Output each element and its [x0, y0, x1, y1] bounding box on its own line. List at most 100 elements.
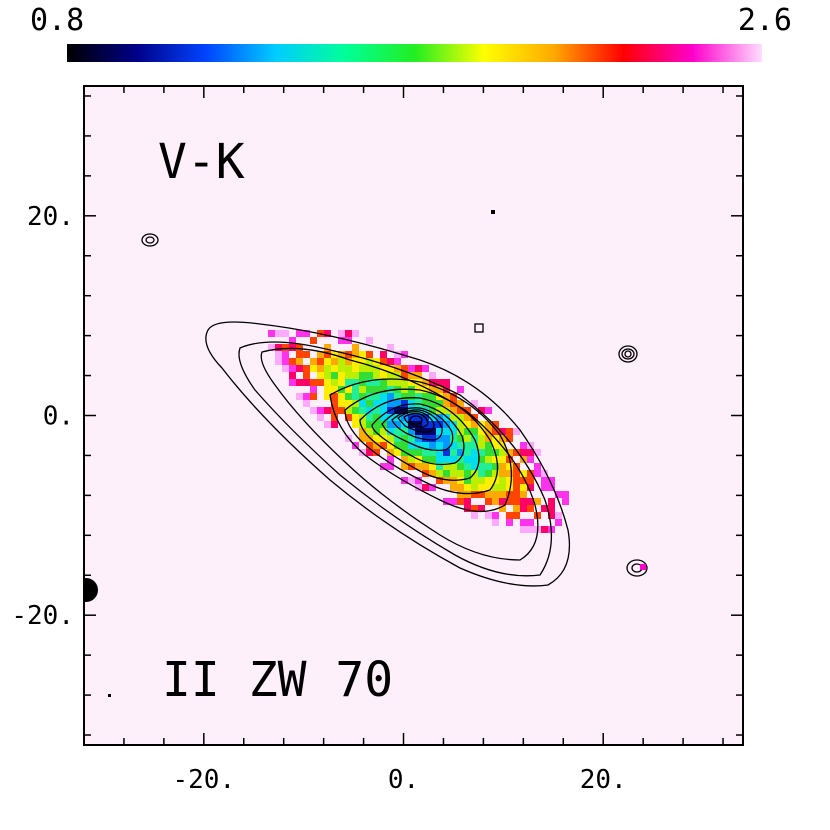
- tick-marks: [83, 86, 743, 745]
- color-pixel: [380, 365, 387, 372]
- color-pixel: [471, 421, 478, 428]
- color-pixel: [471, 491, 478, 498]
- color-pixel: [324, 358, 331, 365]
- color-pixel: [485, 484, 492, 491]
- color-pixel: [324, 379, 331, 386]
- color-pixel: [324, 372, 331, 379]
- color-pixel: [352, 386, 359, 393]
- color-pixel: [422, 456, 429, 463]
- color-pixel: [436, 400, 443, 407]
- color-pixel: [450, 442, 457, 449]
- color-pixel: [415, 442, 422, 449]
- color-pixel: [366, 428, 373, 435]
- color-pixel: [415, 484, 422, 491]
- color-pixel: [401, 456, 408, 463]
- color-pixel: [436, 379, 443, 386]
- color-pixel: [303, 400, 310, 407]
- color-pixel: [331, 407, 338, 414]
- color-pixel: [485, 442, 492, 449]
- color-pixel: [436, 386, 443, 393]
- color-pixel: [464, 477, 471, 484]
- color-pixel: [387, 463, 394, 470]
- color-pixel: [387, 372, 394, 379]
- color-pixel: [296, 393, 303, 400]
- color-pixel: [506, 435, 513, 442]
- point-sources: [84, 210, 646, 697]
- color-pixel: [345, 379, 352, 386]
- color-pixel: [471, 400, 478, 407]
- color-pixel: [499, 491, 506, 498]
- color-pixel: [345, 330, 352, 337]
- colorbar: 0.8 2.6: [30, 3, 792, 62]
- color-pixel: [373, 414, 380, 421]
- color-pixel: [443, 435, 450, 442]
- color-pixel: [303, 379, 310, 386]
- color-pixel: [366, 365, 373, 372]
- color-pixel: [443, 428, 450, 435]
- color-pixel: [415, 463, 422, 470]
- color-pixel: [394, 400, 401, 407]
- color-pixel: [289, 379, 296, 386]
- color-pixel: [324, 344, 331, 351]
- color-pixel: [422, 484, 429, 491]
- color-pixel: [338, 330, 345, 337]
- color-pixel: [352, 372, 359, 379]
- color-pixel: [366, 421, 373, 428]
- tiny-source: [108, 694, 111, 697]
- color-pixel: [478, 407, 485, 414]
- color-pixel: [485, 456, 492, 463]
- color-pixel: [464, 435, 471, 442]
- color-pixel: [520, 519, 527, 526]
- color-pixel: [443, 449, 450, 456]
- color-pixel: [282, 351, 289, 358]
- color-pixel: [527, 449, 534, 456]
- color-pixel: [408, 365, 415, 372]
- color-pixel: [331, 421, 338, 428]
- color-pixel: [310, 407, 317, 414]
- color-pixel: [296, 351, 303, 358]
- color-pixel: [310, 386, 317, 393]
- color-pixel: [450, 414, 457, 421]
- color-pixel: [513, 512, 520, 519]
- color-pixel: [422, 407, 429, 414]
- color-pixel: [338, 393, 345, 400]
- color-pixel: [450, 428, 457, 435]
- color-pixel: [562, 491, 569, 498]
- color-pixel: [527, 519, 534, 526]
- color-pixel: [394, 351, 401, 358]
- color-pixel: [324, 386, 331, 393]
- color-pixel: [443, 456, 450, 463]
- color-pixel: [527, 505, 534, 512]
- color-pixel: [506, 484, 513, 491]
- color-pixel: [492, 421, 499, 428]
- color-pixel: [562, 498, 569, 505]
- color-pixel: [352, 330, 359, 337]
- color-pixel: [471, 442, 478, 449]
- color-pixel: [366, 435, 373, 442]
- color-pixel: [534, 463, 541, 470]
- color-pixel: [303, 330, 310, 337]
- color-pixel: [373, 449, 380, 456]
- color-pixel: [492, 519, 499, 526]
- color-pixel: [345, 358, 352, 365]
- color-pixel: [387, 428, 394, 435]
- color-pixel: [464, 484, 471, 491]
- color-pixel: [408, 372, 415, 379]
- color-pixel: [401, 365, 408, 372]
- color-pixel: [436, 442, 443, 449]
- color-pixel: [464, 421, 471, 428]
- color-pixel: [408, 449, 415, 456]
- color-pixel: [520, 470, 527, 477]
- color-pixel: [387, 358, 394, 365]
- color-pixel: [380, 463, 387, 470]
- color-pixel: [478, 463, 485, 470]
- color-pixel: [492, 498, 499, 505]
- color-pixel: [289, 372, 296, 379]
- color-pixel: [464, 505, 471, 512]
- color-pixel: [541, 526, 548, 533]
- color-pixel: [331, 358, 338, 365]
- color-pixel: [408, 442, 415, 449]
- color-pixel: [457, 400, 464, 407]
- color-pixel: [499, 449, 506, 456]
